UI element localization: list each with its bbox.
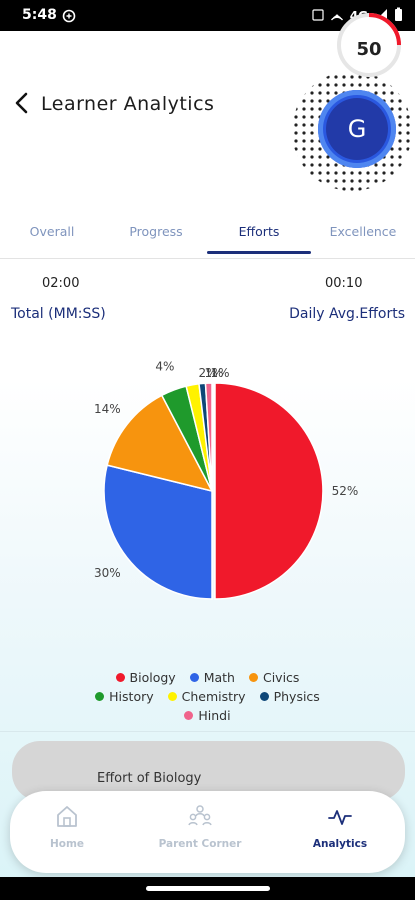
legend-label: Chemistry	[181, 689, 246, 704]
pie-slice-math	[103, 464, 213, 600]
nav-home-label: Home	[49, 838, 85, 850]
legend-label: Physics	[273, 689, 320, 704]
nav-analytics-label: Analytics	[312, 838, 368, 850]
effort-progress-ring: 50	[337, 13, 401, 77]
tab-efforts[interactable]: Efforts	[238, 224, 280, 239]
legend-label: Hindi	[198, 708, 231, 723]
tab-overall[interactable]: Overall	[29, 224, 75, 239]
total-time-value: 02:00	[42, 276, 80, 291]
volte-icon	[312, 8, 324, 25]
active-tab-indicator	[207, 251, 311, 254]
legend-dot	[95, 692, 105, 701]
pie-slice-biology	[214, 382, 324, 600]
data-saver-icon	[62, 8, 76, 27]
nav-parent-corner-label: Parent Corner	[158, 838, 242, 850]
legend-item-hindi: Hindi	[184, 706, 231, 725]
legend-dot	[259, 692, 269, 701]
total-time-label: Total (MM:SS)	[11, 306, 106, 322]
daily-avg-value: 00:10	[325, 276, 363, 291]
effort-card-title: Effort of Biology	[97, 771, 202, 786]
nav-home[interactable]: Home	[12, 803, 122, 850]
legend-item-civics: Civics	[248, 668, 300, 687]
legend-dot	[184, 711, 194, 720]
tab-progress[interactable]: Progress	[129, 224, 183, 239]
analytics-tabs: Overall Progress Efforts Excellence	[0, 221, 415, 255]
pie-slice-civics	[106, 394, 214, 493]
legend-label: Math	[203, 670, 235, 685]
home-icon	[54, 806, 80, 833]
legend-row: Hindi	[0, 706, 415, 725]
section-divider	[0, 731, 415, 732]
page-title: Learner Analytics	[41, 93, 215, 115]
battery-icon	[394, 7, 403, 25]
back-arrow-icon[interactable]	[12, 91, 32, 115]
status-time: 5:48	[22, 7, 57, 23]
legend-label: History	[109, 689, 154, 704]
legend-item-math: Math	[189, 668, 235, 687]
pie-label-history: 4%	[155, 360, 174, 374]
legend-row: History Chemistry Physics	[0, 687, 415, 706]
tabs-divider	[0, 258, 415, 259]
pie-slice-hindi	[204, 382, 213, 492]
analytics-icon	[327, 810, 353, 833]
legend-dot	[248, 673, 258, 682]
legend-row: Biology Math Civics	[0, 668, 415, 687]
legend-dot	[115, 673, 125, 682]
legend-item-biology: Biology	[115, 668, 176, 687]
parent-corner-icon	[187, 805, 213, 833]
legend-item-physics: Physics	[259, 687, 320, 706]
tab-excellence[interactable]: Excellence	[329, 224, 397, 239]
nav-parent-corner[interactable]: Parent Corner	[145, 803, 255, 850]
pie-label-physics: 1%	[204, 366, 223, 380]
legend-dot	[189, 673, 199, 682]
efforts-pie-chart: 52% 30% 14% 4% 2%1%1%	[94, 360, 359, 600]
pie-label-civics: 14%	[94, 402, 121, 416]
avatar[interactable]: G	[318, 90, 396, 168]
legend-item-chemistry: Chemistry	[167, 687, 246, 706]
legend-label: Biology	[129, 670, 176, 685]
bottom-navigation: Home Parent Corner Analytics	[10, 791, 405, 873]
pie-label-math: 30%	[94, 566, 121, 580]
chart-legend: Biology Math Civics History Chemistry Physics…	[0, 668, 415, 725]
hotspot-icon	[330, 8, 344, 25]
legend-item-history: History	[95, 687, 154, 706]
daily-avg-label: Daily Avg.Efforts	[289, 306, 405, 322]
pie-label-biology: 52%	[332, 484, 359, 498]
effort-card-value: 50	[356, 39, 381, 60]
legend-dot	[167, 692, 177, 701]
status-bar: 5:48 4G	[0, 0, 415, 31]
pie-label-chemistry: 2%	[198, 366, 217, 380]
home-indicator[interactable]	[146, 886, 270, 891]
avatar-initial: G	[326, 98, 388, 160]
pie-label-hindi: 1%	[210, 366, 229, 380]
legend-label: Civics	[262, 670, 300, 685]
system-navigation-bar	[0, 877, 415, 900]
nav-analytics[interactable]: Analytics	[285, 803, 395, 850]
